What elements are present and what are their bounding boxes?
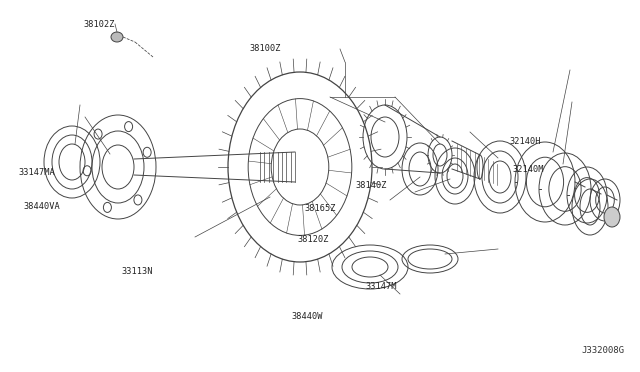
Text: J332008G: J332008G: [581, 346, 624, 355]
Text: 38100Z: 38100Z: [250, 44, 282, 53]
Text: 38120Z: 38120Z: [298, 235, 330, 244]
Text: 38102Z: 38102Z: [83, 20, 115, 29]
Text: 38140Z: 38140Z: [355, 182, 387, 190]
Text: 33147M: 33147M: [365, 282, 397, 291]
Text: 38165Z: 38165Z: [304, 204, 336, 213]
Text: 38440VA: 38440VA: [23, 202, 60, 211]
Text: 33147MA: 33147MA: [19, 169, 56, 177]
Text: 32140H: 32140H: [509, 137, 541, 146]
Text: 32140M: 32140M: [512, 165, 544, 174]
Text: 33113N: 33113N: [122, 267, 154, 276]
Text: 38440W: 38440W: [291, 312, 323, 321]
Ellipse shape: [604, 207, 620, 227]
Ellipse shape: [111, 32, 123, 42]
